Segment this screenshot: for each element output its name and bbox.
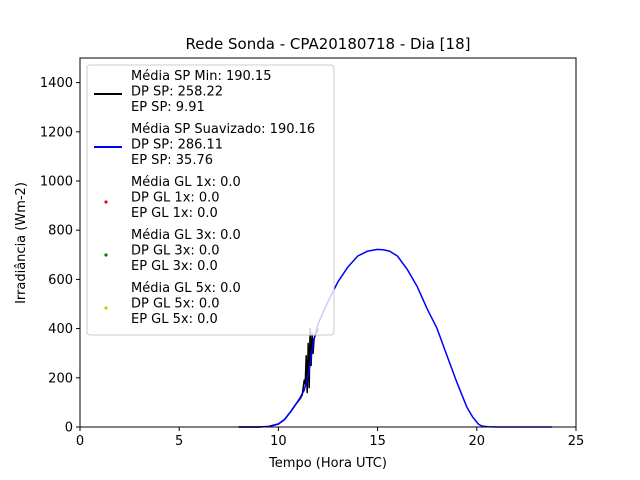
y-tick-label: 1000 [40, 175, 73, 190]
x-axis-label: Tempo (Hora UTC) [268, 456, 387, 471]
y-tick-label: 200 [48, 371, 73, 386]
y-tick-label: 1200 [40, 125, 73, 140]
x-tick-label: 0 [76, 434, 84, 449]
legend-point-marker-4 [104, 306, 108, 310]
x-tick-label: 15 [369, 434, 386, 449]
y-axis-label: Irradiância (Wm-2) [14, 182, 29, 304]
legend-label-2: DP GL 1x: 0.0 [131, 191, 220, 206]
legend-label-2: EP GL 1x: 0.0 [131, 206, 218, 221]
legend-label-0: Média SP Min: 190.15 [131, 69, 271, 84]
legend-label-4: DP GL 5x: 0.0 [131, 297, 220, 312]
axes-frame [79, 57, 577, 428]
y-tick-label: 600 [48, 273, 73, 288]
legend-label-1: DP SP: 286.11 [131, 138, 223, 153]
legend-label-3: Média GL 3x: 0.0 [131, 228, 241, 243]
x-tick-label: 20 [469, 434, 486, 449]
y-tick-label: 400 [48, 322, 73, 337]
plot-area: 0 5 10 15 20 25 0 200 400 600 800 1000 1200 1400 [40, 57, 585, 449]
legend-label-0: DP SP: 258.22 [131, 85, 223, 100]
legend-label-4: Média GL 5x: 0.0 [131, 281, 241, 296]
y-tick-label: 800 [48, 224, 73, 239]
x-tick-label: 5 [175, 434, 183, 449]
legend-label-4: EP GL 5x: 0.0 [131, 312, 218, 327]
x-tick-label: 25 [568, 434, 585, 449]
x-tick-label: 10 [270, 434, 287, 449]
series-line-1 [238, 248, 553, 428]
y-tick-label: 1400 [40, 76, 73, 91]
legend-label-3: DP GL 3x: 0.0 [131, 244, 220, 259]
legend-label-3: EP GL 3x: 0.0 [131, 259, 218, 274]
legend-frame [86, 64, 335, 336]
legend-point-marker-2 [104, 200, 108, 204]
y-tick-label: 0 [65, 421, 73, 436]
legend-label-2: Média GL 1x: 0.0 [131, 175, 241, 190]
legend-point-marker-3 [104, 253, 108, 257]
legend-label-1: EP SP: 35.76 [131, 153, 213, 168]
legend-label-1: Média SP Suavizado: 190.16 [131, 122, 315, 137]
legend-label-0: EP SP: 9.91 [131, 100, 205, 115]
chart-title: Rede Sonda - CPA20180718 - Dia [18] [186, 35, 471, 53]
